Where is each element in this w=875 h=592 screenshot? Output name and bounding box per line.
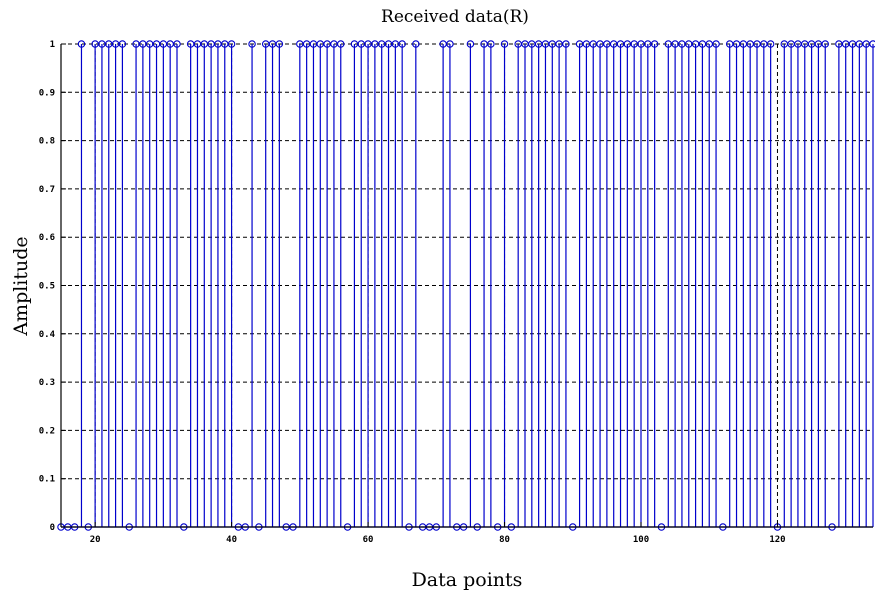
stem-marker (412, 40, 420, 48)
stem-marker (500, 40, 509, 48)
x-tick-label: 80 (499, 535, 510, 545)
x-axis-label: Data points (412, 569, 523, 591)
x-tick-label: 20 (90, 535, 101, 545)
stem-marker (398, 40, 406, 48)
stem-marker (466, 40, 475, 48)
stem-marker (337, 40, 345, 48)
x-tick-label: 120 (769, 535, 785, 545)
y-tick-label: 1 (50, 40, 55, 50)
y-tick-label: 0 (50, 523, 55, 533)
stem-marker (118, 40, 127, 48)
stem-marker (650, 40, 659, 48)
y-tick-label: 0.7 (39, 185, 55, 195)
stem-marker (227, 40, 236, 48)
stem-marker (248, 40, 256, 48)
x-tick-label: 100 (633, 535, 649, 545)
y-tick-label: 0.2 (39, 426, 55, 436)
y-tick-label: 0.6 (39, 233, 55, 243)
stem-marker (77, 40, 86, 48)
x-tick-label: 40 (226, 535, 237, 545)
stem-marker (869, 40, 875, 48)
y-tick-label: 0.4 (39, 330, 56, 340)
chart-title: Received data(R) (381, 7, 529, 27)
y-tick-label: 0.1 (39, 475, 55, 485)
stem-marker (712, 40, 720, 48)
stem-marker (173, 40, 181, 48)
stem-marker (487, 40, 495, 48)
stem-series (57, 40, 875, 531)
y-tick-label: 0.8 (39, 137, 55, 147)
y-tick-label: 0.5 (39, 282, 55, 292)
stem-marker (446, 40, 454, 48)
stem-marker (562, 40, 570, 48)
stem-marker (275, 40, 284, 48)
axes (60, 43, 873, 528)
stem-marker (821, 40, 829, 48)
stem-marker (766, 40, 775, 48)
y-tick-label: 0.3 (39, 378, 55, 388)
y-axis-label: Amplitude (10, 236, 32, 336)
grid-lines (61, 43, 873, 527)
x-tick-label: 60 (363, 535, 374, 545)
y-tick-label: 0.9 (39, 88, 55, 98)
